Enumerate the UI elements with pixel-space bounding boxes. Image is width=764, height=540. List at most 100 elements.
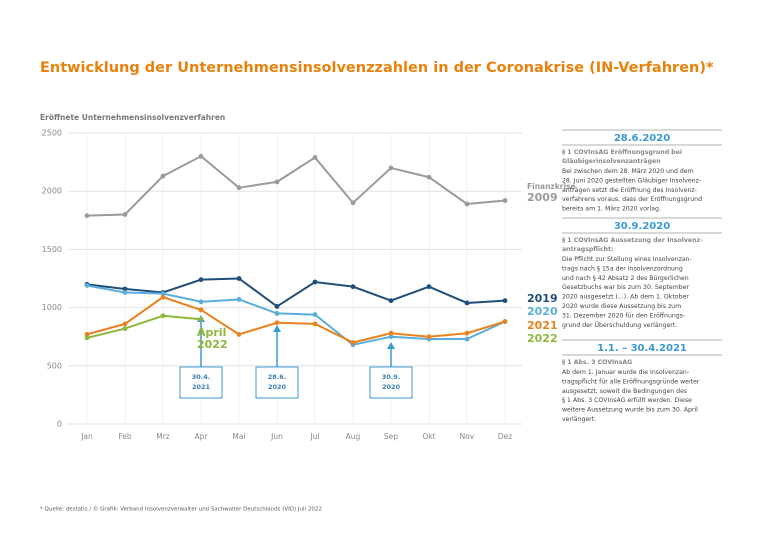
data-point	[274, 311, 280, 316]
section-body: 2020 ausgesetzt (...). Ab dem 1. Oktober	[562, 294, 689, 301]
x-tick-label: Aug	[346, 432, 361, 441]
x-tick-label: Jul	[309, 432, 319, 441]
annotation-box	[369, 366, 413, 399]
data-point	[236, 185, 242, 191]
data-point	[84, 283, 90, 288]
data-point	[464, 300, 470, 306]
section-sub: § 1 COVInsAG Aussetzung der Insolvenz-	[562, 237, 703, 244]
section-body: trags nach § 15a der Insolvenzordnung	[562, 265, 683, 272]
data-point	[160, 294, 166, 300]
data-point	[426, 174, 432, 180]
data-point	[350, 200, 356, 206]
data-point	[122, 286, 128, 292]
data-point	[122, 290, 128, 295]
data-point	[312, 155, 318, 160]
y-tick-label: 2000	[42, 187, 62, 196]
data-point	[426, 334, 432, 340]
annotation-text: 2020	[268, 383, 287, 391]
data-point	[122, 321, 128, 327]
data-point	[388, 165, 394, 171]
series-line	[86, 314, 202, 339]
series-line	[86, 296, 506, 344]
data-point	[198, 153, 204, 159]
data-point	[388, 334, 394, 340]
x-tick-label: Okt	[422, 432, 435, 441]
data-point	[464, 201, 470, 207]
section-body: 2020 wurde diese Aussetzung bis zum	[562, 303, 681, 310]
x-tick-label: Dez	[498, 432, 512, 441]
annotation-text: 28.6.	[268, 373, 287, 381]
y-tick-label: 1500	[42, 245, 62, 254]
legend-label: 2021	[527, 319, 558, 332]
y-tick-label: 0	[57, 420, 62, 429]
y-axis-label: Eröffnete Unternehmensinsolvenzverfahren	[40, 113, 225, 122]
data-point	[198, 277, 204, 283]
data-point	[274, 179, 280, 185]
data-point	[160, 291, 166, 297]
section-body: § 1 Abs. 3 COVInsAG erfüllt werden. Dies…	[562, 397, 692, 404]
annotation-text: 2021	[192, 383, 211, 391]
data-point	[312, 321, 318, 327]
legend-label: 2020	[527, 305, 558, 318]
series-annotation: 2022	[197, 338, 228, 351]
data-point	[312, 279, 318, 285]
section-sub: antragspflicht:	[562, 246, 614, 253]
data-point	[84, 331, 90, 337]
section-body: verlängert.	[562, 416, 596, 423]
data-point	[84, 335, 90, 341]
annotation-arrowhead	[387, 342, 395, 349]
annotation-arrowhead	[273, 325, 281, 332]
section-body: Ab dem 1. Januar wurde die Insolvenzan-	[562, 369, 689, 376]
data-point	[350, 284, 356, 290]
x-tick-label: Mrz	[156, 432, 170, 441]
section-heading: 1.1. – 30.4.2021	[597, 343, 687, 354]
data-point	[198, 299, 204, 305]
section-body: Bei zwischen dem 28. März 2020 und dem	[562, 168, 694, 175]
chart-title: Entwicklung der Unternehmensinsolvenzzah…	[40, 60, 714, 76]
y-tick-label: 2500	[42, 129, 62, 138]
data-point	[198, 307, 204, 313]
x-tick-label: Mai	[232, 432, 245, 441]
data-point	[236, 276, 242, 281]
section-body: verfahrens voraus, dass der Eröffnungsgr…	[562, 196, 702, 203]
section-heading: 28.6.2020	[614, 133, 670, 144]
data-point	[160, 313, 166, 319]
section-body: weitere Aussetzung wurde bis zum 30. Apr…	[562, 407, 698, 414]
data-point	[198, 316, 204, 322]
data-point	[236, 331, 242, 337]
legend-label: 2019	[527, 292, 558, 305]
section-sub: § 1 Abs. 3 COVInsAG	[562, 359, 632, 366]
data-point	[274, 320, 280, 326]
data-point	[274, 304, 280, 309]
y-tick-label: 1000	[42, 303, 62, 312]
data-point	[502, 198, 508, 203]
section-body: und nach § 42 Absatz 2 des Bürgerlichen	[562, 275, 689, 282]
section-body: Die Pflicht zur Stellung eines Insolvenz…	[562, 256, 692, 263]
section-body: grund der Überschuldung verlängert.	[562, 320, 677, 329]
annotation-text: 30.9.	[382, 373, 401, 381]
legend-label: 2022	[527, 332, 558, 345]
x-tick-label: Jan	[80, 432, 93, 441]
section-sub: Gläubigerinsolvenzanträgen	[562, 158, 661, 165]
data-point	[502, 298, 508, 304]
data-point	[502, 319, 508, 324]
data-point	[312, 312, 318, 317]
x-tick-label: Nov	[460, 432, 475, 441]
data-point	[122, 212, 128, 217]
annotation-box	[179, 366, 223, 399]
x-tick-label: Feb	[118, 432, 132, 441]
x-tick-label: Jun	[270, 432, 283, 441]
section-body: 31. Dezember 2020 für den Eröffnungs-	[562, 312, 685, 319]
section-body: bereits am 1. März 2020 vorlag.	[562, 206, 661, 213]
series-line	[86, 284, 506, 346]
data-point	[426, 284, 432, 290]
section-body: anträgen setzt die Eröffnung des Insolve…	[562, 187, 697, 194]
section-body: Gesetzbuchs war bis zum 30. September	[562, 284, 689, 291]
data-point	[236, 297, 242, 302]
section-body: 28. Juni 2020 gestellten Gläubiger Insol…	[562, 177, 701, 184]
series-annotation: April	[197, 326, 226, 339]
annotation-text: 30.4.	[192, 373, 211, 381]
x-tick-label: Apr	[195, 432, 209, 441]
data-point	[160, 173, 166, 179]
data-point	[350, 340, 356, 345]
